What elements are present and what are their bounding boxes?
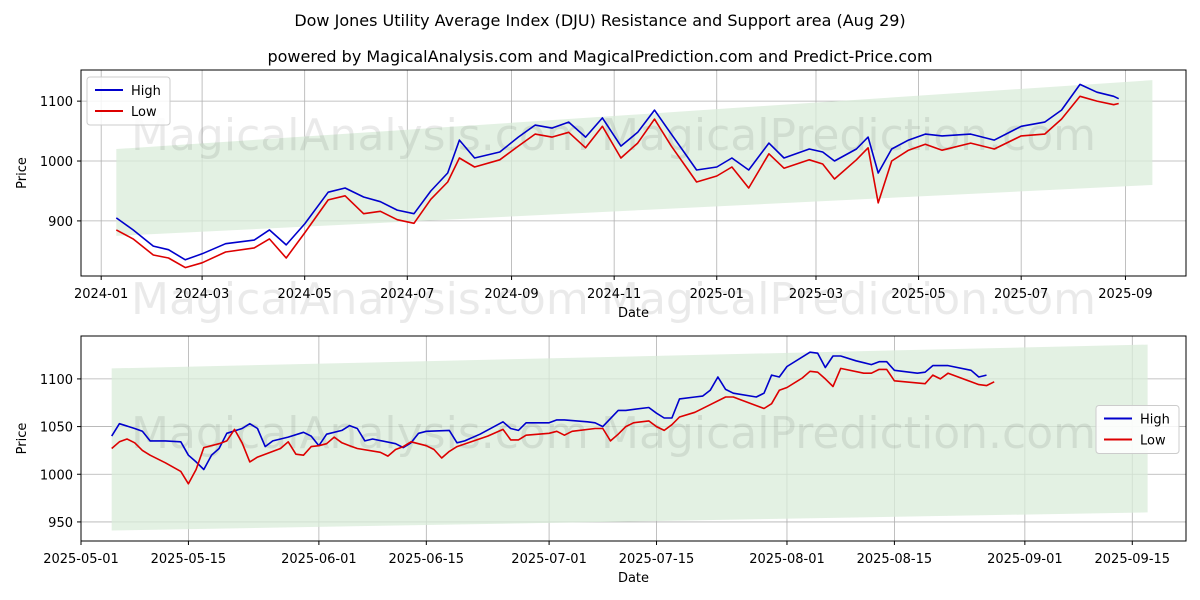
y-tick-label: 1100 [40,373,73,388]
watermark-text: MagicalPrediction.com [601,408,1096,459]
y-tick-label: 950 [48,516,73,531]
x-tick-label: 2025-06-01 [281,552,357,567]
x-tick-label: 2025-07-01 [511,552,587,567]
series-line-high [115,83,1120,261]
plot-frame [80,69,1187,277]
chart-subtitle: powered by MagicalAnalysis.com and Magic… [267,47,932,66]
x-tick-label: 2025-05-01 [43,552,119,567]
y-tick-label: 1100 [40,95,73,110]
x-tick-label: 2025-01 [690,287,744,302]
x-tick-label: 2024-05 [278,287,332,302]
legend-label-low: Low [1140,434,1166,449]
x-tick-label: 2024-01 [74,287,128,302]
y-axis-label: Price [15,423,30,455]
x-tick-label: 2025-09-01 [987,552,1063,567]
x-tick-label: 2025-07-15 [619,552,695,567]
x-tick-label: 2025-08-15 [857,552,933,567]
x-tick-label: 2025-06-15 [389,552,465,567]
x-tick-label: 2025-03 [789,287,843,302]
bottom-chart-panel: MagicalAnalysis.com MagicalPrediction.com… [15,335,1187,586]
x-tick-label: 2025-05-15 [151,552,227,567]
watermark-text: MagicalAnalysis.com [131,110,589,161]
legend-label-low: Low [131,105,157,120]
legend-label-high: High [131,84,161,99]
x-tick-label: 2024-09 [484,287,538,302]
x-axis-label: Date [618,306,649,321]
series-line-low [115,95,1119,269]
y-tick-label: 1000 [40,468,73,483]
x-tick-label: 2024-03 [175,287,229,302]
legend: High Low [1095,405,1180,454]
top-chart-panel: MagicalAnalysis.com MagicalPrediction.com… [15,69,1187,325]
series-line-low [111,367,995,485]
series-line-high [111,351,987,471]
x-tick-label: 2025-08-01 [749,552,825,567]
watermark-text: MagicalAnalysis.com [131,274,589,325]
x-tick-label: 2025-09 [1098,287,1152,302]
support-resistance-band [111,344,1148,531]
x-tick-label: 2025-09-15 [1095,552,1171,567]
y-tick-label: 1050 [40,421,73,436]
watermark-text: MagicalPrediction.com [601,274,1096,325]
y-tick-label: 900 [48,215,73,230]
x-tick-label: 2025-05 [891,287,945,302]
x-tick-label: 2025-07 [994,287,1048,302]
plot-frame [80,335,1187,542]
support-resistance-band [116,80,1153,236]
x-axis-label: Date [618,571,649,586]
x-tick-label: 2024-11 [587,287,641,302]
chart-title: Dow Jones Utility Average Index (DJU) Re… [294,11,905,30]
legend-label-high: High [1140,413,1170,428]
y-axis-label: Price [15,157,30,189]
y-tick-label: 1000 [40,155,73,170]
legend: High Low [86,76,171,126]
x-tick-label: 2024-07 [380,287,434,302]
